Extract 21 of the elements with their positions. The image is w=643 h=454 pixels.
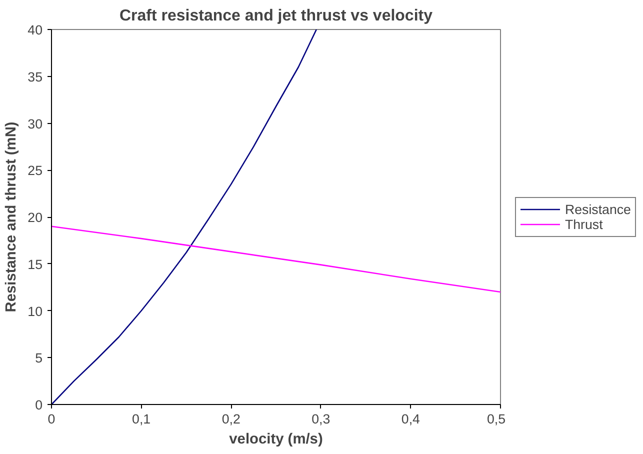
y-tick-label: 35 xyxy=(28,69,43,84)
y-axis-title: Resistance and thrust (mN) xyxy=(4,122,20,312)
x-tick-label: 0,2 xyxy=(222,412,240,426)
legend-label: Resistance xyxy=(565,202,631,216)
x-axis-title: velocity (m/s) xyxy=(229,432,323,448)
chart-title: Craft resistance and jet thrust vs velocity xyxy=(120,8,433,24)
y-tick-label: 40 xyxy=(28,22,43,38)
y-tick-label: 10 xyxy=(28,304,43,319)
x-tick-label: 0,1 xyxy=(132,412,151,426)
x-tick-label: 0,4 xyxy=(401,412,421,426)
line-series xyxy=(52,226,500,293)
legend-label: Thrust xyxy=(565,216,603,232)
x-tick-label: 0 xyxy=(48,412,56,426)
y-tick-label: 30 xyxy=(28,116,43,132)
y-tick-label: 25 xyxy=(28,163,43,178)
y-tick-label: 20 xyxy=(28,210,43,225)
y-tick-label: 15 xyxy=(28,256,43,272)
x-tick-label: 0,5 xyxy=(486,412,506,426)
y-tick-label: 0 xyxy=(35,398,43,412)
x-tick-label: 0,3 xyxy=(312,412,330,426)
y-tick-label: 5 xyxy=(35,350,43,366)
